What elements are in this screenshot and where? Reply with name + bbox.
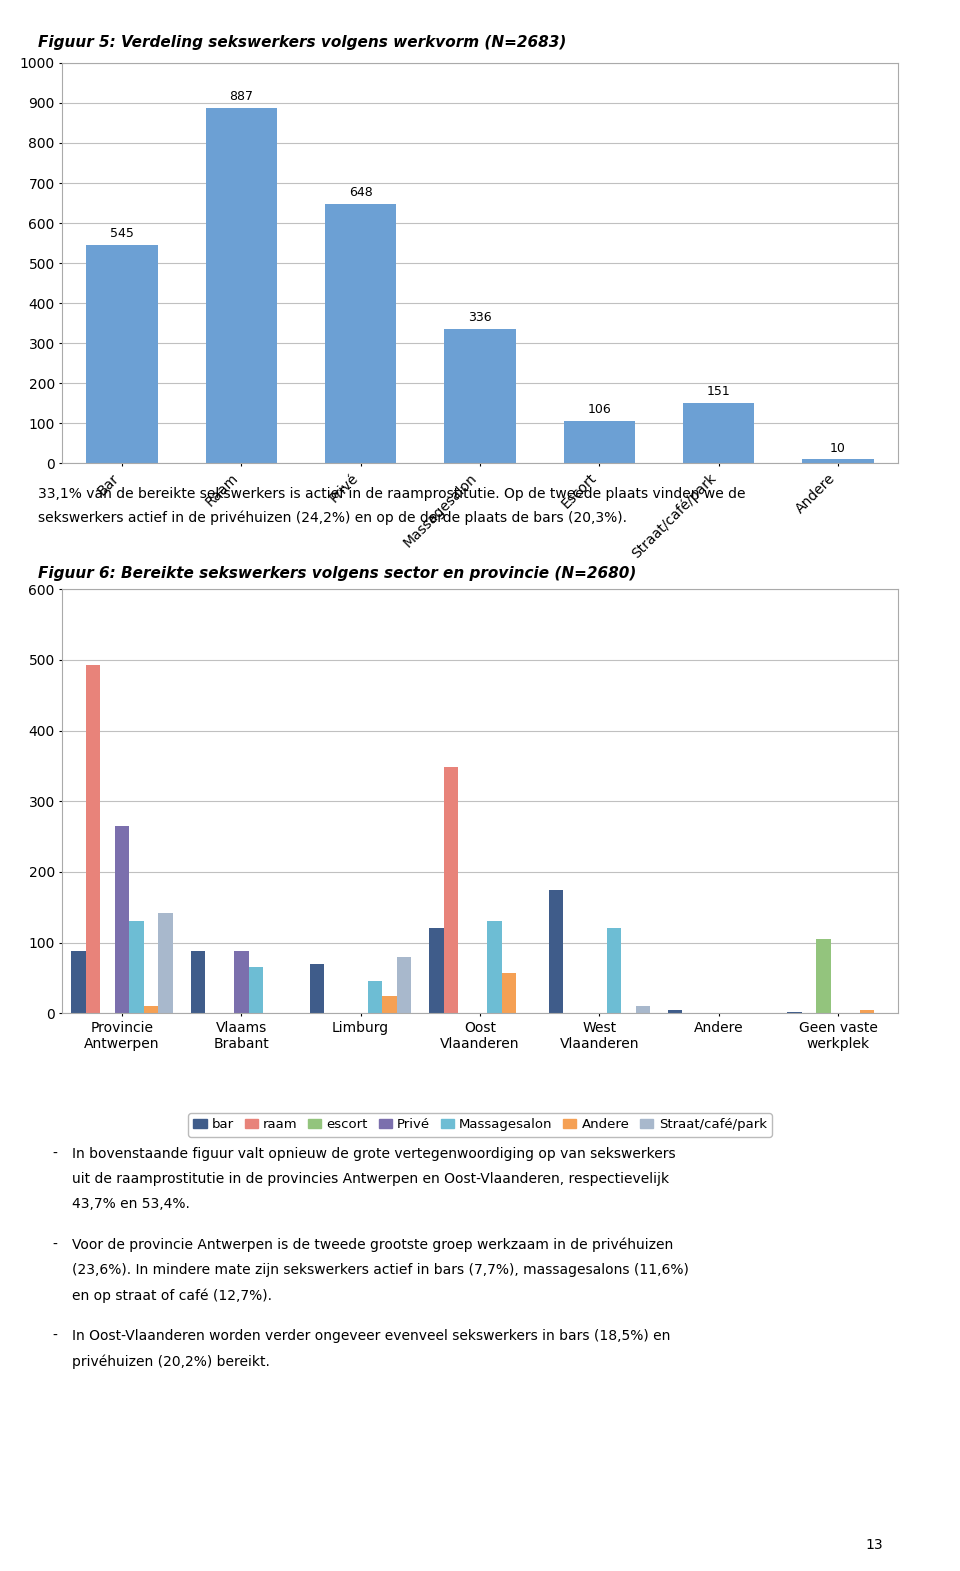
- Text: (23,6%). In mindere mate zijn sekswerkers actief in bars (7,7%), massagesalons (: (23,6%). In mindere mate zijn sekswerker…: [72, 1263, 689, 1277]
- Legend: bar, raam, escort, Privé, Massagesalon, Andere, Straat/café/park: bar, raam, escort, Privé, Massagesalon, …: [188, 1114, 772, 1137]
- Text: -: -: [53, 1329, 58, 1343]
- Bar: [859, 1010, 875, 1013]
- Bar: [86, 245, 157, 463]
- Text: In Oost-Vlaanderen worden verder ongeveer evenveel sekswerkers in bars (18,5%) e: In Oost-Vlaanderen worden verder ongevee…: [72, 1329, 670, 1343]
- Text: 106: 106: [588, 404, 612, 416]
- Text: 33,1% van de bereikte sekswerkers is actief in de raamprostitutie. Op de tweede : 33,1% van de bereikte sekswerkers is act…: [38, 487, 746, 501]
- Bar: [382, 996, 396, 1013]
- Text: 43,7% en 53,4%.: 43,7% en 53,4%.: [72, 1197, 190, 1211]
- Text: Figuur 5: Verdeling sekswerkers volgens werkvorm (N=2683): Figuur 5: Verdeling sekswerkers volgens …: [38, 35, 566, 50]
- Bar: [444, 328, 516, 463]
- Bar: [803, 459, 874, 463]
- Bar: [205, 108, 277, 463]
- Bar: [249, 968, 263, 1013]
- Text: 13: 13: [866, 1538, 883, 1552]
- Bar: [71, 950, 85, 1013]
- Bar: [548, 889, 564, 1013]
- Bar: [636, 1007, 650, 1013]
- Text: Voor de provincie Antwerpen is de tweede grootste groep werkzaam in de privéhuiz: Voor de provincie Antwerpen is de tweede…: [72, 1238, 673, 1252]
- Text: 887: 887: [229, 90, 253, 104]
- Bar: [668, 1010, 683, 1013]
- Bar: [310, 965, 324, 1013]
- Bar: [191, 950, 205, 1013]
- Bar: [444, 767, 458, 1013]
- Text: 10: 10: [830, 441, 846, 454]
- Text: -: -: [53, 1147, 58, 1161]
- Text: 545: 545: [110, 228, 134, 240]
- Bar: [158, 913, 173, 1013]
- Text: 336: 336: [468, 311, 492, 324]
- Bar: [324, 204, 396, 463]
- Bar: [130, 921, 144, 1013]
- Text: 648: 648: [348, 185, 372, 200]
- Bar: [368, 982, 382, 1013]
- Bar: [502, 972, 516, 1013]
- Bar: [429, 928, 444, 1013]
- Bar: [564, 421, 636, 463]
- Text: privéhuizen (20,2%) bereikt.: privéhuizen (20,2%) bereikt.: [72, 1354, 270, 1368]
- Bar: [816, 939, 830, 1013]
- Bar: [607, 928, 621, 1013]
- Text: -: -: [53, 1238, 58, 1252]
- Bar: [488, 921, 502, 1013]
- Bar: [396, 957, 412, 1013]
- Text: en op straat of café (12,7%).: en op straat of café (12,7%).: [72, 1288, 272, 1302]
- Text: 151: 151: [707, 385, 731, 397]
- Bar: [234, 950, 249, 1013]
- Text: Figuur 6: Bereikte sekswerkers volgens sector en provincie (N=2680): Figuur 6: Bereikte sekswerkers volgens s…: [38, 566, 636, 581]
- Text: uit de raamprostitutie in de provincies Antwerpen en Oost-Vlaanderen, respectiev: uit de raamprostitutie in de provincies …: [72, 1172, 669, 1186]
- Text: In bovenstaande figuur valt opnieuw de grote vertegenwoordiging op van sekswerke: In bovenstaande figuur valt opnieuw de g…: [72, 1147, 676, 1161]
- Bar: [115, 826, 130, 1013]
- Bar: [85, 665, 101, 1013]
- Bar: [144, 1007, 158, 1013]
- Text: sekswerkers actief in de privéhuizen (24,2%) en op de derde plaats de bars (20,3: sekswerkers actief in de privéhuizen (24…: [38, 511, 628, 525]
- Bar: [683, 402, 755, 463]
